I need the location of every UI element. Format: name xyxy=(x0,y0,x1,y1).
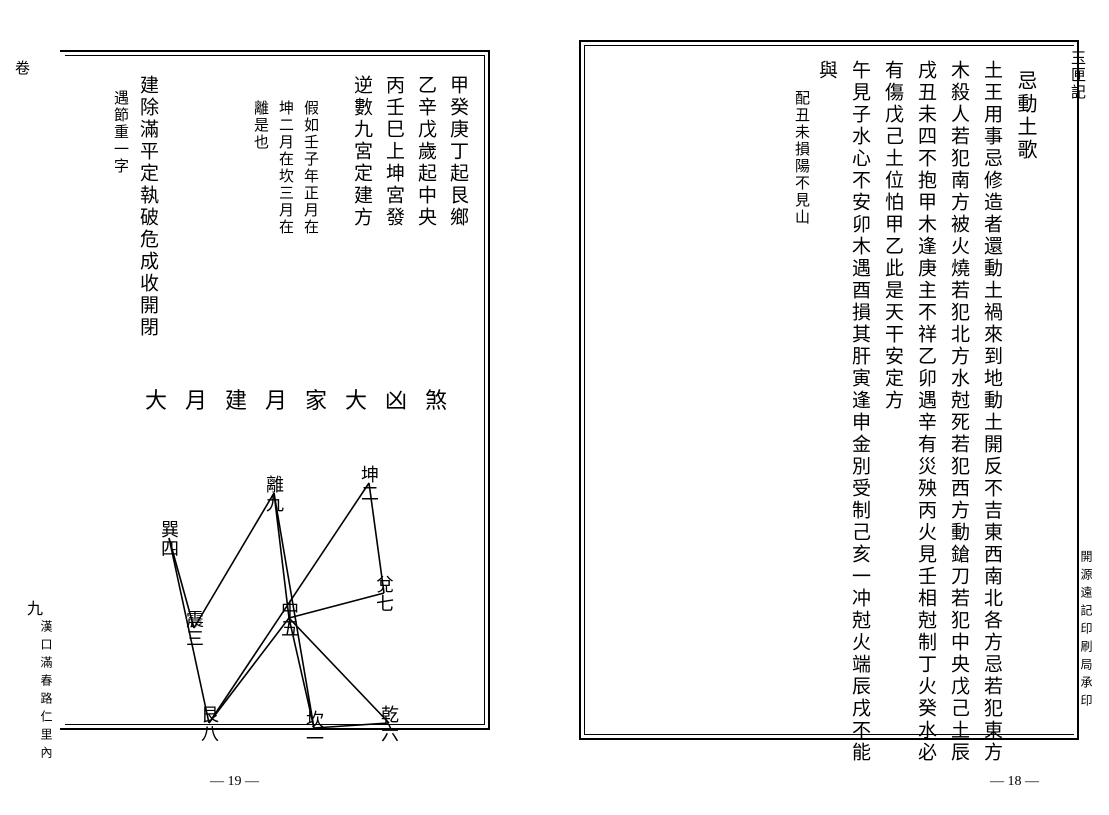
diagram-node-li9: 離九 xyxy=(265,475,283,513)
left-lower-line-1: 遇節重一字 xyxy=(109,90,130,175)
right-line-0: 土王用事忌修造者還動土禍來到地動土開反不吉東西南北各方忌若犯東方 xyxy=(977,60,1004,764)
diagram-node-xun4: 巽四 xyxy=(160,520,178,558)
left-lower-line-0: 建除滿平定執破危成收開閉 xyxy=(133,75,160,339)
left-page-marker: 九 xyxy=(20,600,44,616)
nine-palace-diagram xyxy=(85,415,465,755)
right-section-title: 忌動土歌 xyxy=(1011,70,1039,162)
left-mid-line-1: 坤二月在坎三月在 xyxy=(274,100,295,236)
right-line-4: 午見子水心不安卯木遇酉損其肝寅逢申金別受制己亥一冲尅火端辰戌不能 xyxy=(845,60,872,764)
diagram-node-gen8: 艮八 xyxy=(200,705,218,743)
book-title-fragment-left: 卷 xyxy=(10,60,31,77)
diagram-node-zhong5: 中五 xyxy=(280,600,298,638)
right-line-1: 木殺人若犯南方被火燒若犯北方水尅死若犯西方動鎗刀若犯中央戊己土辰 xyxy=(944,60,971,764)
left-mid-line-2: 離是也 xyxy=(249,100,270,151)
left-upper-line-1: 乙辛戊歲起中央 xyxy=(411,75,438,229)
left-upper-line-3: 逆數九宮定建方 xyxy=(347,75,374,229)
page-right: 玉匣記 忌動土歌 土王用事忌修造者還動土禍來到地動土開反不吉東西南北各方忌若犯東… xyxy=(559,10,1099,790)
right-line-5: 與 xyxy=(812,60,839,82)
book-title-fragment-right: 玉匣記 xyxy=(1066,50,1087,101)
right-line-2: 戌丑未四不抱甲木逢庚主不祥乙卯遇辛有災殃丙火見壬相尅制丁火癸水必 xyxy=(911,60,938,764)
left-upper-line-0: 甲癸庚丁起艮鄉 xyxy=(443,75,470,229)
diagram-node-qian6: 乾六 xyxy=(380,705,398,743)
diagram-node-dui7: 兌七 xyxy=(375,575,393,613)
right-line-3: 有傷戊己土位怕甲乙此是天干安定方 xyxy=(878,60,905,412)
page-number-left: — 19 — xyxy=(210,774,259,790)
diagram-title: 大月建月家大凶煞 xyxy=(145,383,465,415)
diagram-node-kun2: 坤二 xyxy=(360,465,378,503)
left-mid-line-0: 假如壬子年正月在 xyxy=(299,100,320,236)
right-margin-note: 開源遠記印刷局承印 xyxy=(1078,550,1095,712)
page-number-right: — 18 — xyxy=(990,774,1039,790)
left-margin-note: 漢口滿春路仁里內 xyxy=(38,620,55,764)
book-spread: 卷 甲癸庚丁起艮鄉 乙辛戊歲起中央 丙壬巳上坤宮發 逆數九宮定建方 假如壬子年正… xyxy=(0,0,1109,815)
diagram-node-kan1: 坎一 xyxy=(305,710,323,748)
diagram-node-zhen3: 震三 xyxy=(185,610,203,648)
right-line-6: 配丑未損陽不見山 xyxy=(790,90,811,226)
page-left: 卷 甲癸庚丁起艮鄉 乙辛戊歲起中央 丙壬巳上坤宮發 逆數九宮定建方 假如壬子年正… xyxy=(10,20,500,780)
left-upper-line-2: 丙壬巳上坤宮發 xyxy=(379,75,406,229)
